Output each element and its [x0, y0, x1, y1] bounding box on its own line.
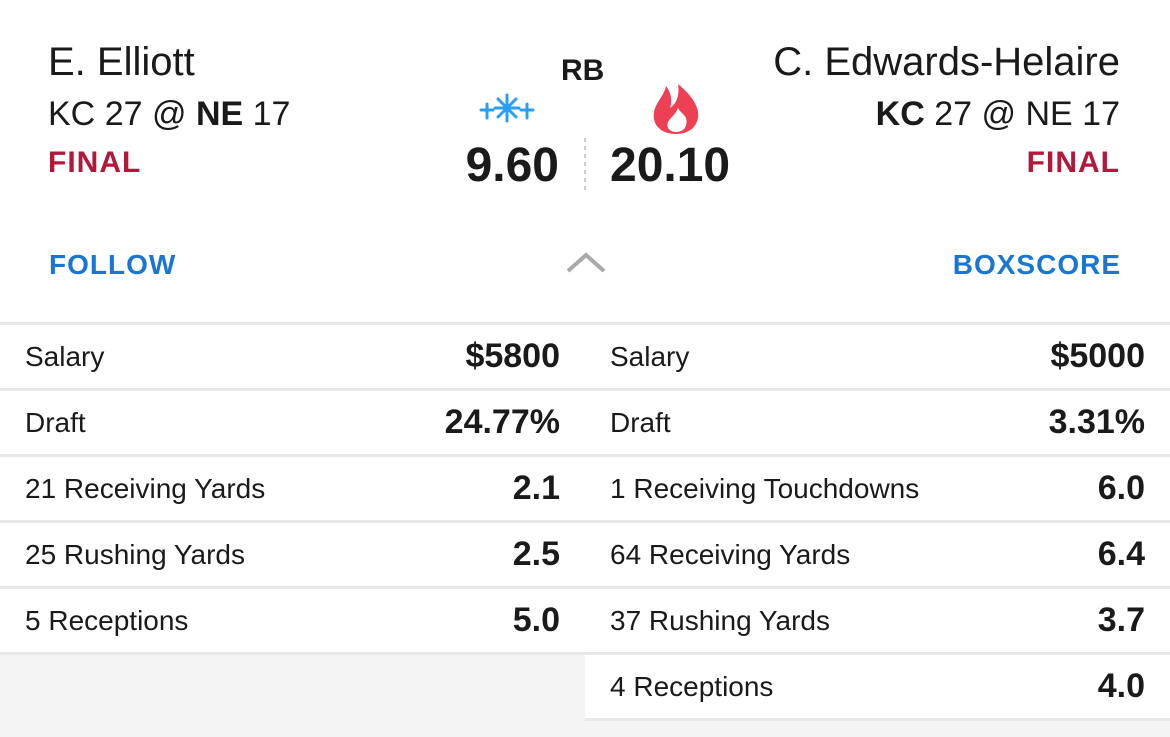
fantasy-score: 9.60: [465, 139, 559, 192]
position: RB: [561, 54, 605, 87]
team-score: 17: [252, 95, 291, 133]
boxscore-button[interactable]: BOXSCORE: [952, 249, 1121, 280]
matchup-header: E. Elliott C. Edwards-Helaire KC 27 @ NE…: [0, 0, 1170, 325]
stat-row: 21 Receiving Yards 2.1: [0, 457, 585, 523]
stat-label: Draft: [610, 407, 671, 438]
game-status: FINAL: [48, 146, 142, 179]
stat-value: $5800: [465, 337, 560, 375]
stats-column: Salary $5800 Draft 24.77% 21 Receiving Yards…: [0, 325, 585, 655]
stat-row: 37 Rushing Yards 3.7: [585, 589, 1170, 655]
stat-label: 4 Receptions: [610, 671, 774, 702]
team-score: 17: [1082, 95, 1120, 133]
cold-icon: [479, 93, 535, 123]
stat-row: Salary $5800: [0, 325, 585, 391]
stat-label: 21 Receiving Yards: [25, 473, 266, 504]
collapse-chevron[interactable]: [565, 250, 607, 274]
stat-value: 5.0: [512, 601, 560, 639]
stat-value: 6.0: [1097, 469, 1145, 507]
stat-label: 37 Rushing Yards: [610, 605, 830, 636]
stat-label: 1 Receiving Touchdowns: [610, 473, 920, 504]
team: NE: [195, 95, 244, 133]
stat-value: $5000: [1050, 337, 1145, 375]
game-status: FINAL: [1026, 146, 1120, 179]
stats-column: Salary $5000 Draft 3.31% 1 Receiving Touchdo…: [585, 325, 1170, 721]
stat-label: Salary: [610, 341, 690, 372]
stat-row: 5 Receptions 5.0: [0, 589, 585, 655]
stat-label: 25 Rushing Yards: [25, 539, 245, 570]
player-name[interactable]: E. Elliott: [48, 40, 195, 84]
team: KC: [48, 95, 96, 133]
follow-button[interactable]: FOLLOW: [49, 249, 177, 280]
team-score: 27: [934, 95, 973, 133]
stat-value: 2.1: [512, 469, 560, 507]
stat-label: Salary: [25, 341, 105, 372]
stat-row: Salary $5000: [585, 325, 1170, 391]
stat-value: 24.77%: [444, 403, 560, 441]
fantasy-score: 20.10: [610, 139, 731, 192]
stat-value: 6.4: [1097, 535, 1145, 573]
stat-label: Draft: [25, 407, 86, 438]
at: @: [981, 95, 1017, 133]
stat-row: 1 Receiving Touchdowns 6.0: [585, 457, 1170, 523]
divider: [584, 138, 586, 192]
stat-label: 64 Receiving Yards: [610, 539, 851, 570]
hot-icon: [653, 84, 699, 134]
team: KC: [875, 95, 925, 133]
stat-value: 3.31%: [1048, 403, 1145, 441]
team: NE: [1025, 95, 1073, 133]
team-score: 27: [104, 95, 143, 133]
stat-value: 2.5: [512, 535, 560, 573]
stat-row: Draft 24.77%: [0, 391, 585, 457]
stat-row: 25 Rushing Yards 2.5: [0, 523, 585, 589]
stat-value: 3.7: [1097, 601, 1145, 639]
stat-row: 4 Receptions 4.0: [585, 655, 1170, 721]
at: @: [151, 95, 187, 133]
stat-row: Draft 3.31%: [585, 391, 1170, 457]
game-line: KC 27 @ NE 17: [48, 95, 290, 134]
stat-row: 64 Receiving Yards 6.4: [585, 523, 1170, 589]
game-line: KC 27 @ NE 17: [876, 95, 1120, 134]
player-name[interactable]: C. Edwards-Helaire: [773, 40, 1120, 84]
stat-label: 5 Receptions: [25, 605, 189, 636]
stat-value: 4.0: [1097, 667, 1145, 705]
